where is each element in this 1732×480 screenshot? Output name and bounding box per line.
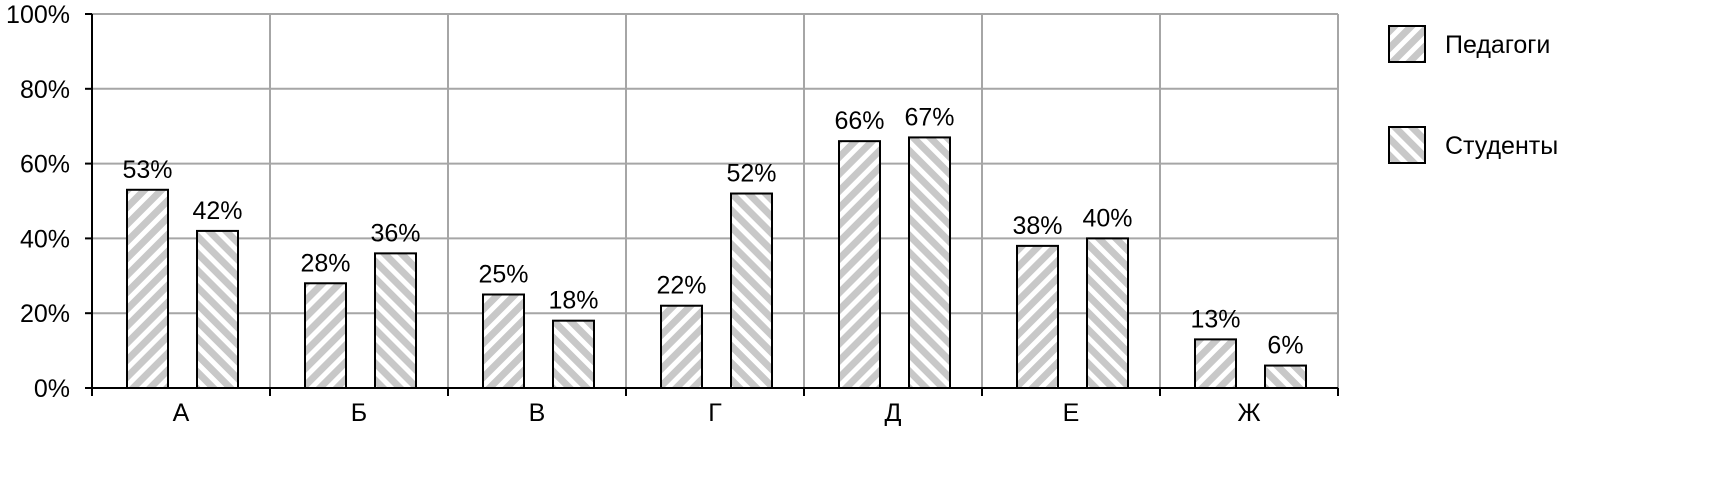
bar [196, 229, 239, 389]
data-labels: 53% 28% 25% 22% 66% 38% 13% 42% 36% 18% 52% 67% 40% 6… [122, 103, 1303, 359]
y-tick-label: 0% [34, 375, 70, 403]
x-tick-label: Д [885, 399, 902, 427]
grid [92, 13, 1339, 388]
bars [126, 136, 1307, 390]
y-tick-label: 80% [20, 76, 70, 104]
data-label: 25% [478, 261, 528, 289]
data-label: 38% [1012, 212, 1062, 240]
y-tick-label: 40% [20, 225, 70, 253]
x-tick-label: Б [351, 399, 367, 427]
data-label: 52% [726, 160, 776, 188]
data-label: 22% [656, 272, 706, 300]
legend-label: Студенты [1445, 132, 1558, 160]
bar [908, 136, 951, 389]
bar [1194, 338, 1237, 390]
bar [482, 293, 525, 389]
bar [126, 188, 169, 389]
data-label: 28% [300, 249, 350, 277]
data-label: 42% [192, 197, 242, 225]
bar [374, 252, 417, 389]
legend: Педагоги Студенты [1388, 25, 1558, 164]
legend-swatch [1388, 25, 1426, 63]
data-label: 6% [1267, 332, 1303, 360]
legend-swatch [1388, 126, 1426, 164]
x-tick-label: Г [708, 399, 722, 427]
y-tick-label: 100% [6, 1, 70, 29]
axes: 0% 20% 40% 60% 80% 100% А Б В Г Д Е Ж [6, 1, 1339, 427]
legend-label: Педагоги [1445, 31, 1550, 59]
bar [730, 192, 773, 389]
bar [304, 282, 347, 389]
x-tick-label: А [173, 399, 190, 427]
bar [1016, 244, 1059, 389]
bar [838, 140, 881, 389]
x-tick-label: Е [1063, 399, 1080, 427]
bar [1264, 364, 1307, 389]
bar [552, 319, 595, 389]
data-label: 66% [834, 107, 884, 135]
data-label: 18% [548, 287, 598, 315]
data-label: 13% [1190, 305, 1240, 333]
data-label: 40% [1082, 204, 1132, 232]
y-tick-label: 60% [20, 151, 70, 179]
bar [660, 304, 703, 389]
data-label: 36% [370, 219, 420, 247]
data-label: 53% [122, 156, 172, 184]
x-tick-label: В [529, 399, 546, 427]
data-label: 67% [904, 103, 954, 131]
x-tick-label: Ж [1237, 399, 1260, 427]
y-tick-label: 20% [20, 300, 70, 328]
bar [1086, 237, 1129, 389]
